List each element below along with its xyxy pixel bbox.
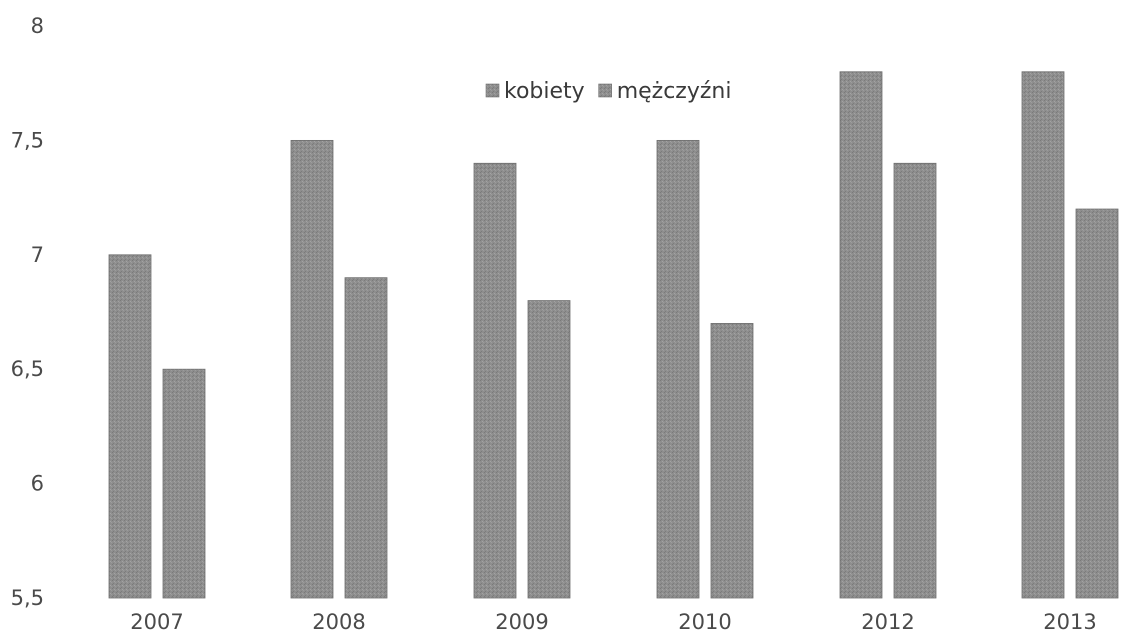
y-tick-label: 5,5	[11, 586, 44, 610]
y-tick-label: 8	[31, 14, 44, 38]
bar-kobiety-2007	[108, 254, 152, 599]
bar-kobiety-2009	[473, 162, 517, 599]
bar-kobiety-2013	[1021, 71, 1065, 599]
bar-kobiety-2008	[290, 139, 334, 599]
x-category-label: 2007	[130, 610, 183, 634]
y-tick-label: 7	[31, 243, 44, 267]
bar-mezczyzni-2012	[893, 162, 937, 599]
bars	[108, 71, 1119, 599]
x-category-label: 2008	[312, 610, 365, 634]
legend-label: mężczyźni	[617, 79, 732, 104]
y-axis: 5,5 6 6,5 7 7,5 8	[11, 14, 44, 610]
bar-kobiety-2012	[839, 71, 883, 599]
bar-mezczyzni-2007	[162, 368, 206, 599]
x-axis: 2007 2008 2009 2010 2012 2013	[130, 610, 1096, 634]
legend-label: kobiety	[504, 79, 585, 104]
legend: kobiety mężczyźni	[485, 79, 732, 104]
x-category-label: 2010	[678, 610, 731, 634]
legend-swatch	[485, 83, 500, 98]
y-tick-label: 6	[31, 472, 44, 496]
bar-mezczyzni-2008	[344, 277, 388, 599]
y-tick-label: 6,5	[11, 357, 44, 381]
legend-swatch	[598, 83, 612, 98]
bar-mezczyzni-2013	[1075, 208, 1119, 599]
x-category-label: 2009	[495, 610, 548, 634]
bar-mezczyzni-2009	[527, 300, 571, 599]
bar-mezczyzni-2010	[710, 323, 754, 599]
x-category-label: 2012	[861, 610, 914, 634]
bar-kobiety-2010	[656, 139, 700, 599]
y-tick-label: 7,5	[11, 128, 44, 152]
x-category-label: 2013	[1043, 610, 1096, 634]
